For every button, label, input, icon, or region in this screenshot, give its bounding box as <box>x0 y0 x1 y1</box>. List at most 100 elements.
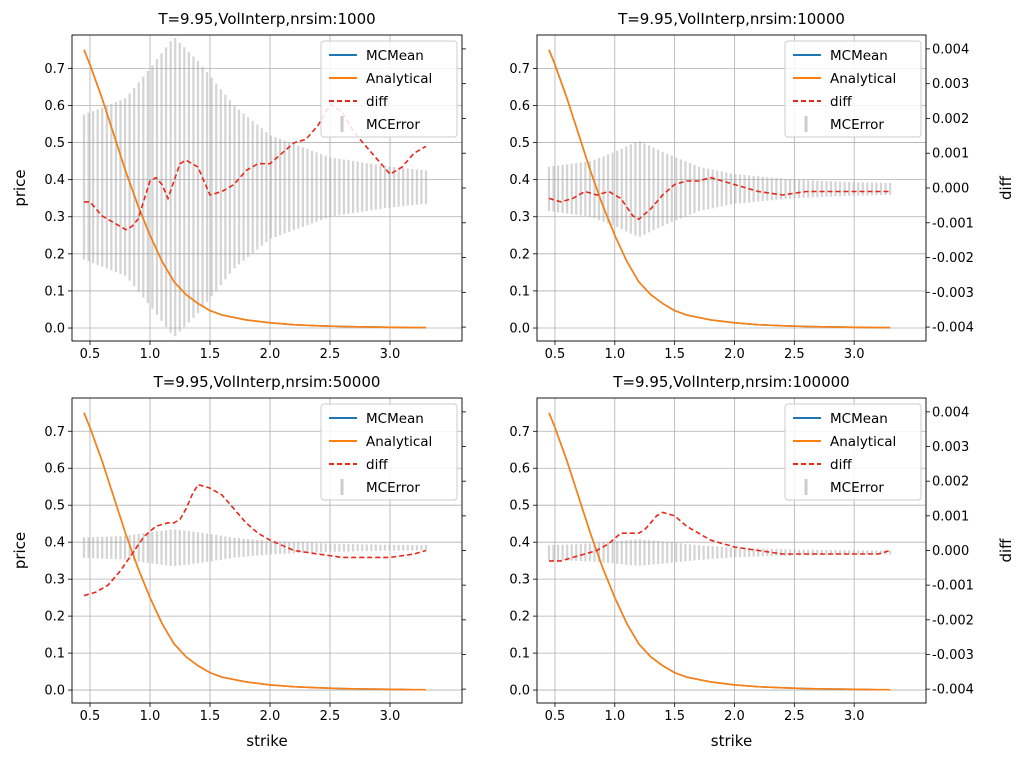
x-tick-label: 0.5 <box>545 709 566 724</box>
legend-label-analytical: Analytical <box>366 434 432 450</box>
y2-tick-label: 0.003 <box>932 440 969 455</box>
x-tick-label: 1.0 <box>140 347 161 362</box>
y-tick-label: 0.2 <box>44 610 65 625</box>
y-tick-label: 0.0 <box>44 322 65 337</box>
diff-line <box>83 483 427 597</box>
x-tick-label: 1.0 <box>140 709 161 724</box>
mc-error-bars <box>82 38 428 337</box>
x-tick-label: 2.5 <box>320 709 341 724</box>
y2-tick-label: -0.003 <box>932 286 974 301</box>
x-tick-label: 2.0 <box>260 347 281 362</box>
legend: MCMean Analytical diff MCError <box>320 403 458 501</box>
y-tick-label: 0.7 <box>44 425 65 440</box>
y-tick-label: 0.0 <box>44 684 65 699</box>
x-tick-label: 1.5 <box>200 347 221 362</box>
y-tick-label: 0.1 <box>509 647 530 662</box>
legend-label-mc-error: MCError <box>830 117 884 133</box>
x-tick-label: 3.0 <box>844 709 865 724</box>
y-tick-label: 0.4 <box>509 173 530 188</box>
legend: MCMean Analytical diff MCError <box>784 403 922 501</box>
y-tick-label: 0.1 <box>44 647 65 662</box>
x-tick-label: 1.5 <box>664 709 685 724</box>
y-tick-label: 0.0 <box>509 684 530 699</box>
y-tick-label: 0.6 <box>509 99 530 114</box>
y-tick-label: 0.6 <box>44 99 65 114</box>
y-tick-label: 0.5 <box>44 136 65 151</box>
y-tick-label: 0.2 <box>509 610 530 625</box>
y2-axis-label: diff <box>997 175 1015 200</box>
y2-tick-label: 0.004 <box>932 405 969 420</box>
x-tick-label: 2.5 <box>784 709 805 724</box>
mc-error-bars <box>82 529 428 567</box>
y-tick-label: 0.3 <box>44 210 65 225</box>
y2-tick-label: 0.002 <box>932 112 969 127</box>
subplot-2: 0.5 1.0 1.5 2.0 2.5 3.0 0.0 0.1 0.2 0.3 0.4 0.5 0.6 0… <box>509 10 1015 362</box>
y-tick-label: 0.7 <box>509 62 530 77</box>
y2-tick-label: -0.001 <box>932 579 974 594</box>
legend-label-mc-mean: MCMean <box>830 411 888 427</box>
subplot-1: 0.5 1.0 1.5 2.0 2.5 3.0 0.0 0.1 0.2 0.3 0.4 0.5 0.6 0… <box>11 10 466 362</box>
y-tick-label: 0.3 <box>509 210 530 225</box>
y-tick-label: 0.4 <box>44 173 65 188</box>
y-tick-label: 0.4 <box>44 536 65 551</box>
y-tick-label: 0.6 <box>44 462 65 477</box>
legend: MCMean Analytical diff MCError <box>320 40 458 138</box>
y-tick-label: 0.7 <box>44 62 65 77</box>
legend-label-diff: diff <box>830 94 852 110</box>
y-axis-label: price <box>11 169 29 206</box>
y-tick-label: 0.1 <box>509 284 530 299</box>
chart-title: T=9.95,VolInterp,nrsim:10000 <box>617 10 845 28</box>
y-tick-label: 0.4 <box>509 536 530 551</box>
y2-tick-label: -0.004 <box>932 321 974 336</box>
y-tick-label: 0.5 <box>509 499 530 514</box>
y-axis-label: price <box>11 532 29 569</box>
legend-box <box>320 403 458 501</box>
y-tick-label: 0.2 <box>44 247 65 262</box>
legend-label-mc-mean: MCMean <box>366 48 424 64</box>
legend-label-diff: diff <box>830 457 852 473</box>
legend-box <box>784 403 922 501</box>
subplot-3: 0.5 1.0 1.5 2.0 2.5 3.0 0.0 0.1 0.2 0.3 0.4 0.5 0.6 0… <box>11 373 466 750</box>
diff-line <box>549 511 891 562</box>
x-tick-label: 1.0 <box>604 347 625 362</box>
y2-tick-label: 0.001 <box>932 147 969 162</box>
analytical-line <box>548 49 891 329</box>
analytical-line <box>83 412 426 691</box>
x-tick-label: 2.5 <box>784 347 805 362</box>
x-tick-label: 0.5 <box>80 347 101 362</box>
x-tick-label: 3.0 <box>844 347 865 362</box>
legend-box <box>784 40 922 138</box>
y-tick-label: 0.6 <box>509 462 530 477</box>
analytical-line <box>548 412 891 691</box>
x-tick-label: 3.0 <box>380 347 401 362</box>
legend-label-analytical: Analytical <box>366 71 432 87</box>
x-tick-label: 2.0 <box>724 709 745 724</box>
x-tick-label: 1.5 <box>200 709 221 724</box>
y-tick-label: 0.3 <box>44 573 65 588</box>
y-tick-label: 0.5 <box>44 499 65 514</box>
x-tick-label: 1.5 <box>664 347 685 362</box>
legend-label-diff: diff <box>366 94 388 110</box>
legend-label-mc-error: MCError <box>366 117 420 133</box>
legend-box <box>320 40 458 138</box>
legend-label-analytical: Analytical <box>830 434 896 450</box>
y2-tick-label: -0.004 <box>932 683 974 698</box>
legend-label-mc-mean: MCMean <box>366 411 424 427</box>
legend-label-analytical: Analytical <box>830 71 896 87</box>
x-tick-label: 2.0 <box>260 709 281 724</box>
y2-tick-label: -0.001 <box>932 216 974 231</box>
chart-title: T=9.95,VolInterp,nrsim:50000 <box>153 373 381 391</box>
y-tick-label: 0.0 <box>509 322 530 337</box>
y2-tick-label: -0.002 <box>932 251 974 266</box>
x-tick-label: 2.5 <box>320 347 341 362</box>
y-tick-label: 0.3 <box>509 573 530 588</box>
chart-title: T=9.95,VolInterp,nrsim:100000 <box>612 373 849 391</box>
subplot-4: 0.5 1.0 1.5 2.0 2.5 3.0 0.0 0.1 0.2 0.3 0.4 0.5 0.6 0… <box>509 373 1015 750</box>
x-tick-label: 1.0 <box>604 709 625 724</box>
y2-tick-label: 0.004 <box>932 42 969 57</box>
x-tick-label: 0.5 <box>545 347 566 362</box>
chart-title: T=9.95,VolInterp,nrsim:1000 <box>157 10 375 28</box>
legend-label-mc-error: MCError <box>366 480 420 496</box>
legend-label-mc-error: MCError <box>830 480 884 496</box>
